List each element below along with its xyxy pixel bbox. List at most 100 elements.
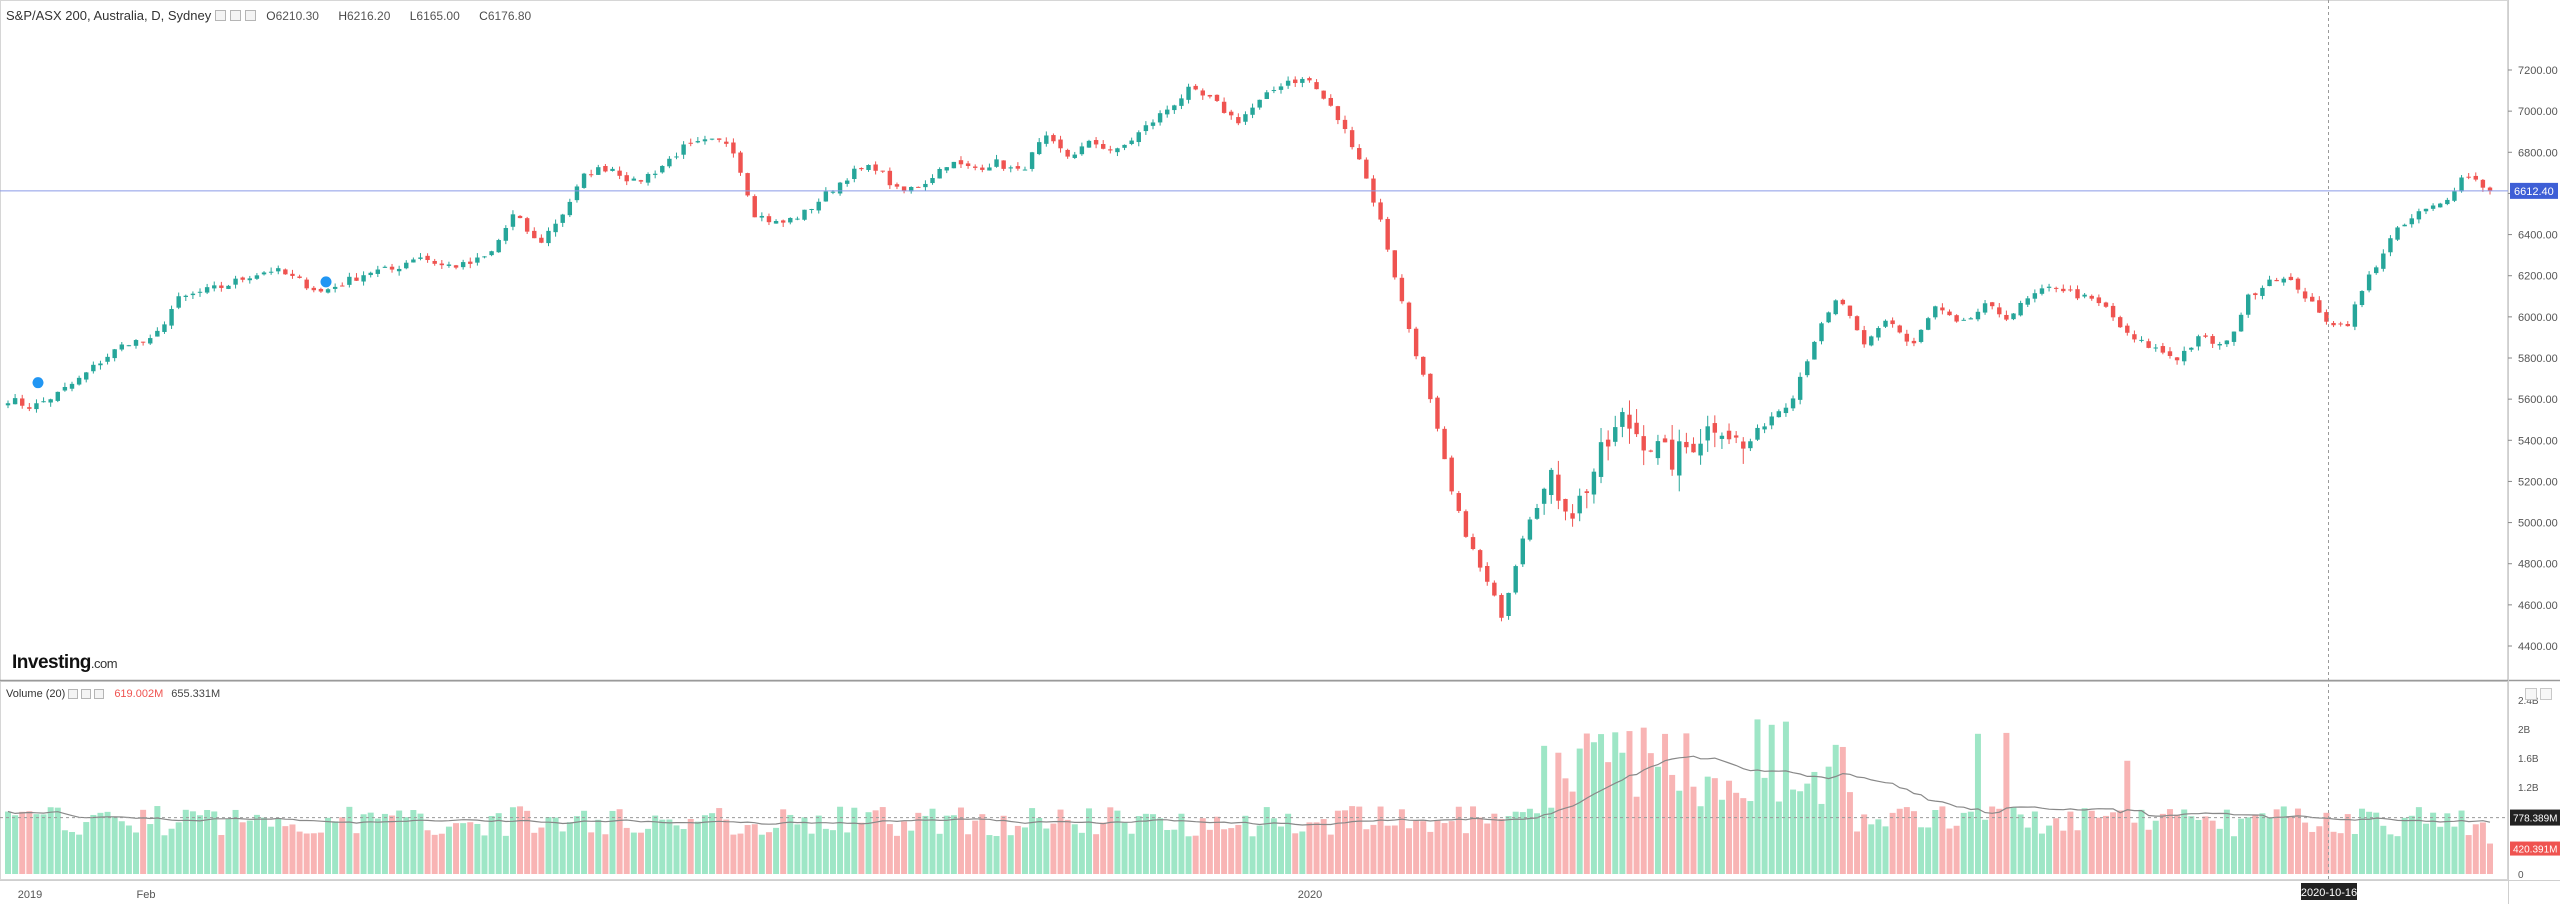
volume-bar bbox=[659, 819, 666, 874]
candle-body bbox=[2082, 294, 2087, 297]
close-icon[interactable] bbox=[245, 10, 257, 21]
time-tick-label: 2020 bbox=[1298, 889, 1322, 901]
price-tick-label: 5600.00 bbox=[2518, 394, 2558, 406]
volume-bar bbox=[211, 811, 218, 874]
candle-body bbox=[2366, 274, 2372, 291]
candle-body bbox=[1925, 318, 1931, 330]
volume-bar bbox=[1292, 833, 1299, 874]
candle-body bbox=[1648, 450, 1654, 452]
candle-body bbox=[951, 161, 957, 169]
candle-body bbox=[1883, 320, 1888, 327]
candle-body bbox=[1968, 318, 1974, 320]
candle-body bbox=[1506, 592, 1511, 616]
open-value: 6210.30 bbox=[275, 8, 319, 23]
volume-bar bbox=[1548, 807, 1555, 874]
settings-icon[interactable] bbox=[81, 689, 92, 699]
candle-body bbox=[1129, 140, 1134, 145]
volume-bar bbox=[69, 831, 75, 874]
candle-body bbox=[1293, 79, 1298, 84]
candle-body bbox=[773, 221, 779, 224]
volume-bar bbox=[1185, 836, 1192, 874]
volume-bar bbox=[993, 836, 1000, 874]
volume-bar bbox=[1925, 827, 1932, 874]
volume-bar bbox=[1036, 817, 1043, 874]
volume-bar bbox=[61, 830, 68, 874]
candle-body bbox=[1428, 373, 1433, 400]
volume-bar bbox=[1377, 806, 1384, 874]
candle-body bbox=[411, 259, 416, 263]
candle-body bbox=[503, 227, 509, 241]
candle-body bbox=[1741, 441, 1746, 449]
candle-body bbox=[439, 263, 445, 266]
pane-collapse-icon[interactable] bbox=[2540, 688, 2552, 700]
candle-body bbox=[987, 167, 992, 171]
candle-body bbox=[283, 269, 288, 275]
volume-bar bbox=[1754, 719, 1761, 874]
volume-bar bbox=[2166, 809, 2173, 874]
candle-body bbox=[1044, 135, 1049, 144]
volume-bar bbox=[694, 821, 701, 874]
volume-bar bbox=[637, 832, 644, 874]
candle-body bbox=[1193, 85, 1198, 90]
candle-body bbox=[759, 215, 765, 218]
volume-bar bbox=[1662, 733, 1669, 874]
candle-body bbox=[190, 293, 196, 296]
candle-body bbox=[1904, 333, 1910, 342]
candle-body bbox=[1093, 140, 1099, 145]
candle-body bbox=[1413, 328, 1419, 357]
candle-body bbox=[2203, 335, 2208, 337]
volume-bar bbox=[2031, 811, 2038, 874]
volume-bar bbox=[438, 833, 445, 874]
dividend-marker-icon bbox=[31, 376, 45, 390]
candle-body bbox=[368, 272, 373, 276]
candle-body bbox=[638, 180, 644, 182]
volume-bar bbox=[2088, 810, 2095, 874]
candle-body bbox=[1257, 99, 1262, 108]
volume-bar bbox=[737, 833, 744, 874]
candle-body bbox=[2438, 203, 2443, 208]
volume-bar bbox=[1882, 826, 1889, 874]
candle-body bbox=[866, 164, 871, 170]
candle-body bbox=[2430, 205, 2436, 209]
volume-bar bbox=[339, 817, 346, 874]
last-price-badge-text: 6612.40 bbox=[2514, 186, 2554, 198]
volume-bar bbox=[168, 828, 175, 874]
volume-ma-badge bbox=[2510, 809, 2560, 826]
candle-body bbox=[1150, 122, 1156, 126]
volume-bar bbox=[957, 807, 964, 874]
volume-bar bbox=[1541, 745, 1548, 874]
candle-body bbox=[98, 363, 103, 366]
candle-body bbox=[681, 144, 686, 155]
eye-icon[interactable] bbox=[68, 689, 79, 699]
volume-bar bbox=[1647, 753, 1654, 874]
eye-icon[interactable] bbox=[215, 10, 227, 21]
candle-body bbox=[1385, 218, 1390, 250]
candle-body bbox=[1200, 90, 1205, 96]
candle-body bbox=[517, 215, 523, 219]
volume-bar bbox=[943, 815, 950, 874]
volume-bar bbox=[1349, 806, 1356, 874]
volume-bar bbox=[197, 815, 204, 874]
price-tick-label: 6800.00 bbox=[2518, 147, 2558, 159]
settings-icon[interactable] bbox=[230, 10, 242, 21]
volume-bar bbox=[19, 811, 26, 874]
close-icon[interactable] bbox=[94, 689, 105, 699]
candle-body bbox=[859, 168, 864, 170]
candle-body bbox=[254, 275, 260, 279]
candle-body bbox=[1015, 166, 1021, 169]
candle-body bbox=[567, 201, 573, 216]
candle-body bbox=[183, 295, 188, 297]
volume-bar bbox=[2430, 812, 2437, 874]
candle-body bbox=[261, 272, 267, 275]
volume-bar bbox=[680, 829, 687, 874]
candle-body bbox=[1179, 98, 1184, 106]
logo-suffix: .com bbox=[90, 656, 118, 671]
volume-bar bbox=[1270, 818, 1277, 874]
volume-bar bbox=[872, 810, 879, 874]
pane-maximize-icon[interactable] bbox=[2525, 688, 2537, 700]
volume-bar bbox=[1100, 822, 1107, 874]
volume-bar bbox=[2487, 843, 2493, 874]
candle-body bbox=[396, 268, 402, 272]
candle-body bbox=[1762, 426, 1767, 430]
